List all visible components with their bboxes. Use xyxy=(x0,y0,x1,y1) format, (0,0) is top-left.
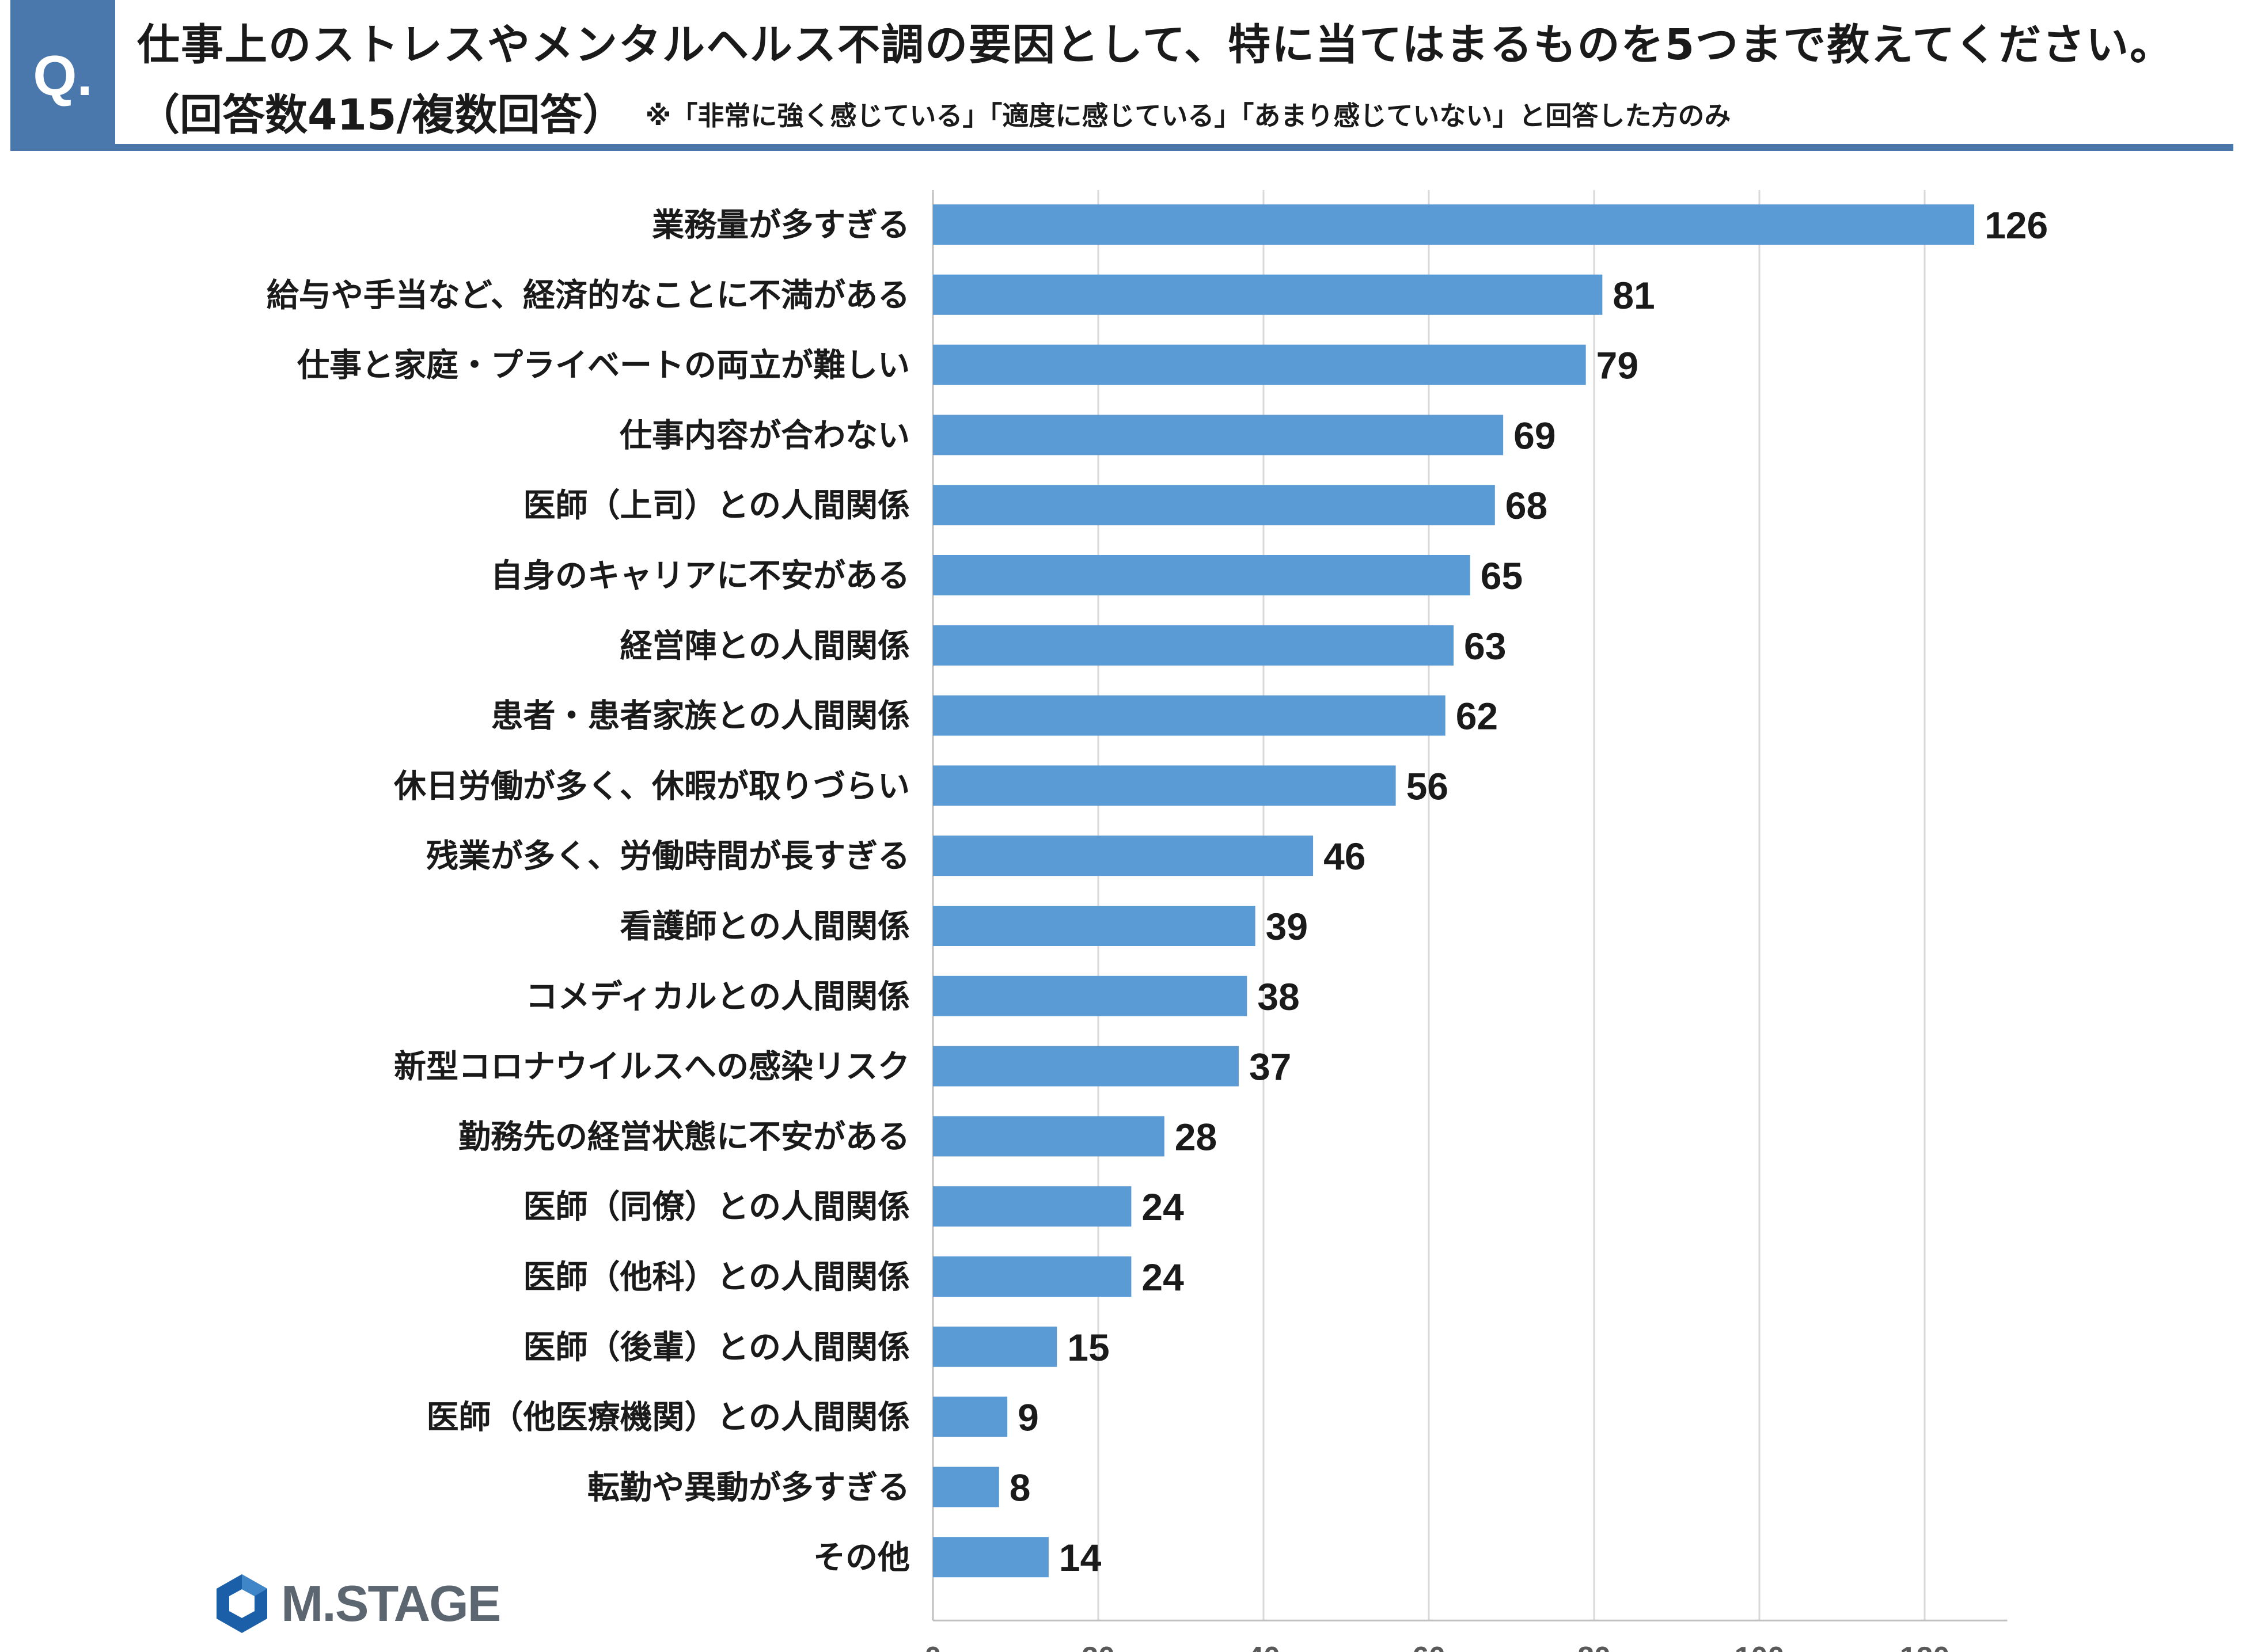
data-label: 14 xyxy=(1059,1536,1102,1579)
data-label: 126 xyxy=(1985,204,2048,246)
header-underline xyxy=(115,144,2233,151)
category-label: 残業が多く、労働時間が長すぎる xyxy=(426,838,910,875)
category-label: 医師（他科）との人間関係 xyxy=(523,1259,910,1296)
category-label: 仕事内容が合わない xyxy=(620,417,910,454)
category-label: 転勤や異動が多すぎる xyxy=(587,1469,910,1506)
x-tick-label: 100 xyxy=(1735,1641,1785,1652)
category-label: 医師（上司）との人間関係 xyxy=(523,487,910,525)
category-label: 自身のキャリアに不安がある xyxy=(491,557,910,595)
bar xyxy=(933,415,1504,455)
x-tick-label: 80 xyxy=(1577,1641,1611,1652)
question-title: 仕事上のストレスやメンタルヘルス不調の要因として、特に当てはまるものを5つまで教… xyxy=(137,20,2174,70)
x-tick-label: 40 xyxy=(1247,1641,1280,1652)
bar xyxy=(933,625,1454,666)
data-label: 68 xyxy=(1505,484,1547,527)
bar xyxy=(933,555,1470,595)
category-label: 医師（他医療機関）との人間関係 xyxy=(427,1399,910,1437)
question-header: Q. 仕事上のストレスやメンタルヘルス不調の要因として、特に当てはまるものを5つ… xyxy=(10,0,2233,151)
response-count: （回答数415/複数回答） xyxy=(137,90,625,140)
category-label: その他 xyxy=(813,1539,910,1577)
bar xyxy=(933,695,1446,736)
logo-hexagon-icon xyxy=(217,1574,267,1633)
data-label: 8 xyxy=(1010,1466,1031,1509)
data-label: 69 xyxy=(1513,414,1555,457)
bar xyxy=(933,204,1975,245)
bar xyxy=(933,906,1255,946)
category-label: 新型コロナウイルスへの感染リスク xyxy=(394,1049,910,1086)
category-label: 休日労働が多く、休暇が取りづらい xyxy=(393,768,910,805)
data-label: 28 xyxy=(1175,1115,1217,1158)
x-tick-label: 60 xyxy=(1412,1641,1446,1652)
data-label: 38 xyxy=(1257,975,1299,1018)
respondent-note: ※「非常に強く感じている」「適度に感じている」「あまり感じていない」と回答した方… xyxy=(645,100,1731,131)
bar xyxy=(933,765,1396,806)
category-label: 業務量が多すぎる xyxy=(652,207,910,244)
data-label: 24 xyxy=(1141,1186,1184,1228)
category-label: コメディカルとの人間関係 xyxy=(525,978,910,1016)
data-label: 46 xyxy=(1323,835,1365,878)
bar xyxy=(933,1326,1057,1367)
data-label: 63 xyxy=(1464,625,1506,667)
bar xyxy=(933,1537,1049,1578)
data-label: 81 xyxy=(1613,274,1655,317)
bar xyxy=(933,1186,1132,1227)
data-label: 79 xyxy=(1596,344,1638,387)
data-label: 65 xyxy=(1481,555,1523,597)
x-tick-label: 0 xyxy=(925,1641,942,1652)
category-label: 経営陣との人間関係 xyxy=(620,628,910,665)
bar xyxy=(933,344,1586,385)
category-label: 仕事と家庭・プライベートの両立が難しい xyxy=(297,347,910,385)
m-stage-logo: M.STAGE xyxy=(213,1572,501,1635)
question-badge: Q. xyxy=(10,0,115,151)
category-label: 勤務先の経営状態に不安がある xyxy=(458,1118,910,1156)
bar xyxy=(933,1046,1239,1087)
data-label: 37 xyxy=(1249,1046,1291,1088)
data-label: 15 xyxy=(1067,1326,1109,1369)
bar xyxy=(933,975,1247,1016)
bar xyxy=(933,485,1495,526)
x-tick-label: 120 xyxy=(1900,1641,1950,1652)
data-label: 24 xyxy=(1141,1256,1184,1298)
question-subtitle-row: （回答数415/複数回答） ※「非常に強く感じている」「適度に感じている」「あま… xyxy=(137,81,1731,142)
bar xyxy=(933,274,1603,315)
bar xyxy=(933,1116,1164,1157)
bar xyxy=(933,1396,1008,1437)
category-label: 医師（後輩）との人間関係 xyxy=(523,1329,910,1366)
bar xyxy=(933,1467,999,1507)
category-label: 看護師との人間関係 xyxy=(620,908,910,945)
data-label: 39 xyxy=(1266,905,1308,948)
bar xyxy=(933,1256,1132,1297)
bar xyxy=(933,836,1314,876)
category-label: 患者・患者家族との人間関係 xyxy=(491,698,910,735)
x-tick-label: 20 xyxy=(1082,1641,1115,1652)
data-label: 56 xyxy=(1406,765,1448,807)
category-label: 給与や手当など、経済的なことに不満がある xyxy=(267,277,910,314)
category-label: 医師（同僚）との人間関係 xyxy=(523,1188,910,1226)
data-label: 9 xyxy=(1018,1396,1039,1439)
data-label: 62 xyxy=(1456,695,1498,738)
logo-wordmark: M.STAGE xyxy=(281,1575,501,1632)
